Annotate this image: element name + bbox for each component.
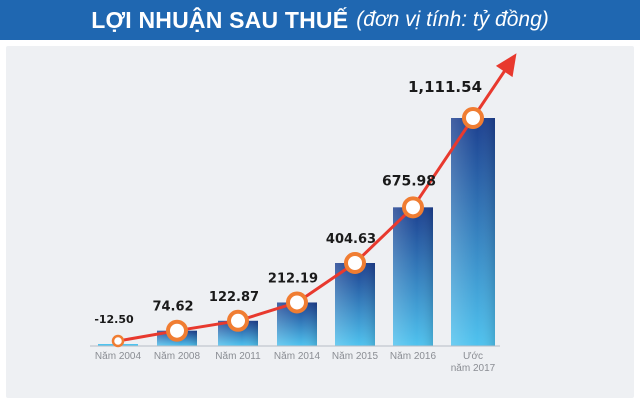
title-bar: LỢI NHUẬN SAU THUẾ (đơn vị tính: tỷ đồng…: [0, 0, 640, 40]
data-label-6: 1,111.54: [408, 78, 482, 96]
marker-1: [166, 319, 188, 342]
marker-6: [462, 107, 484, 129]
category-label-2: Năm 2011: [215, 351, 261, 362]
marker-3: [286, 291, 308, 314]
data-label-0: -12.50: [94, 313, 134, 326]
marker-5: [402, 196, 424, 219]
marker-4: [344, 252, 366, 275]
data-label-2: 122.87: [209, 290, 259, 305]
category-label-4: Năm 2015: [332, 351, 379, 362]
marker-0: [111, 334, 125, 348]
data-label-1: 74.62: [152, 300, 193, 315]
marker-2: [227, 309, 249, 332]
bar-shade-6: [451, 118, 495, 346]
chart-subtitle: (đơn vị tính: tỷ đồng): [356, 8, 549, 31]
chart-panel: [6, 46, 634, 398]
data-label-3: 212.19: [268, 271, 318, 286]
data-label-5: 675.98: [382, 173, 436, 189]
bar-shade-5: [393, 207, 433, 346]
chart-title: LỢI NHUẬN SAU THUẾ: [91, 6, 349, 33]
data-label-4: 404.63: [326, 232, 376, 247]
category-label-0: Năm 2004: [95, 351, 142, 362]
category-label-6: Ước năm 2017: [451, 351, 496, 374]
bar-shade-4: [335, 263, 375, 346]
category-label-3: Năm 2014: [274, 351, 321, 362]
category-label-5: Năm 2016: [390, 351, 437, 362]
trend-arrow-icon: [495, 53, 517, 78]
category-label-1: Năm 2008: [154, 351, 201, 362]
